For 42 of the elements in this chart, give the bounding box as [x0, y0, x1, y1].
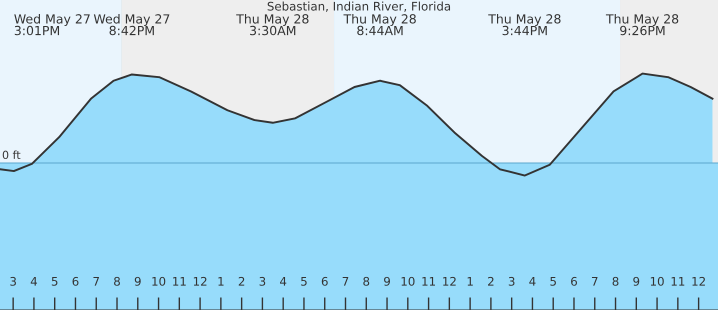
x-tick-label: 3 [508, 276, 514, 286]
x-tick-label: 6 [571, 276, 577, 286]
ref-line-label: 0 ft [2, 150, 20, 160]
x-tick-label: 5 [301, 277, 307, 286]
text: Thu May 28 3:30AM [236, 14, 309, 36]
x-tick-label: 4 [30, 277, 38, 286]
x-tick-label: 8 [114, 276, 120, 286]
x-tick-label: 11 [173, 277, 186, 286]
x-tick-label: 11 [422, 277, 436, 286]
x-tick-label: 7 [342, 277, 348, 286]
x-tick-label: 8 [612, 276, 618, 286]
text: Thu May 28 8:44AM [343, 14, 416, 36]
x-tick-label: 1 [218, 277, 224, 286]
text: Wed May 27 8:42PM [94, 14, 170, 36]
x-tick-label: 2 [488, 276, 494, 286]
x-tick-label: 10 [152, 276, 166, 286]
x-tick-label: 2 [238, 276, 244, 286]
x-tick-label: 6 [72, 276, 78, 286]
x-tick-label: 12 [443, 276, 456, 286]
x-tick-label: 9 [384, 276, 390, 286]
x-tick-label: 4 [280, 277, 286, 286]
x-tick-label: 5 [550, 277, 556, 286]
x-tick-label: 7 [592, 277, 598, 286]
x-tick-label: 10 [402, 276, 415, 286]
text: Thu May 28 3:44PM [488, 14, 561, 36]
x-tick-label: 9 [633, 276, 640, 286]
text: Thu May 28 9:26PM [606, 14, 678, 36]
x-tick-label: 11 [672, 277, 684, 286]
x-tick-label: 10 [650, 276, 664, 286]
chart-title: Sebastian, Indian River, Florida [268, 2, 450, 12]
x-tick-label: 8 [363, 276, 370, 286]
text: Wed May 27 3:01PM [14, 14, 90, 36]
x-tick-label: 6 [322, 276, 328, 286]
x-tick-label: 3 [10, 276, 16, 286]
x-tick-label: 5 [52, 277, 58, 286]
x-tick-label: 12 [194, 276, 206, 286]
x-tick-label: 9 [134, 276, 141, 286]
x-tick-label: 3 [260, 276, 266, 286]
x-tick-label: 7 [93, 277, 99, 286]
x-tick-label: 1 [468, 277, 473, 286]
x-tick-label: 12 [692, 276, 705, 286]
x-tick-label: 4 [529, 277, 536, 286]
